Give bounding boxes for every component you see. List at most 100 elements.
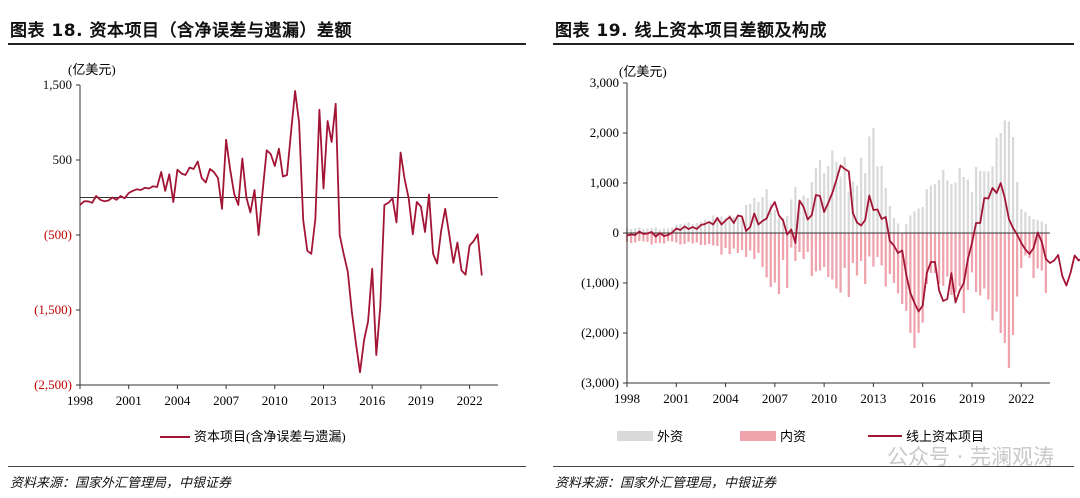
domestic-capital-bar	[909, 233, 912, 333]
y-tick-label: (1,500)	[34, 302, 72, 317]
foreign-capital-bar	[868, 136, 871, 233]
foreign-capital-bar	[716, 216, 719, 233]
watermark-text: 公众号 · 芫澜观涛	[886, 445, 1054, 469]
x-tick-label: 2019	[408, 393, 434, 408]
domestic-capital-bar	[716, 233, 719, 246]
source-note: 资料来源：国家外汇管理局，中银证券	[10, 476, 232, 491]
domestic-capital-bar	[629, 233, 633, 243]
domestic-capital-bar	[654, 233, 657, 243]
foreign-capital-bar	[937, 180, 941, 233]
domestic-capital-bar	[695, 233, 698, 243]
domestic-capital-bar	[777, 233, 781, 294]
foreign-capital-bar	[662, 228, 666, 233]
foreign-capital-bar	[658, 229, 661, 233]
foreign-capital-bar	[687, 222, 690, 233]
y-tick-label: (2,500)	[34, 377, 72, 392]
foreign-capital-bar	[634, 228, 637, 233]
x-tick-label: 2013	[860, 391, 886, 406]
foreign-capital-bar	[1020, 209, 1023, 233]
foreign-capital-bar	[769, 204, 772, 233]
domestic-capital-bar	[765, 233, 768, 278]
domestic-capital-bar	[999, 233, 1002, 333]
domestic-capital-bar	[946, 233, 949, 277]
domestic-capital-bar	[896, 233, 900, 294]
y-tick-label: 2,000	[590, 125, 619, 140]
domestic-capital-bar	[662, 233, 666, 244]
foreign-capital-bar	[781, 218, 785, 233]
domestic-capital-bar	[712, 233, 715, 246]
domestic-capital-bar	[970, 233, 974, 273]
domestic-capital-bar	[855, 233, 859, 276]
domestic-capital-bar	[1036, 233, 1039, 269]
domestic-capital-bar	[937, 233, 941, 284]
foreign-capital-bar	[703, 219, 707, 233]
chart-title: 图表 19. 线上资本项目差额及构成	[555, 21, 827, 41]
domestic-capital-bar	[979, 233, 982, 296]
foreign-capital-bar	[646, 228, 649, 233]
foreign-capital-bar	[699, 221, 703, 233]
domestic-capital-bar	[744, 233, 748, 257]
domestic-capital-bar	[876, 233, 879, 257]
foreign-capital-bar	[666, 228, 670, 233]
foreign-capital-bar	[872, 128, 875, 233]
foreign-capital-bar	[913, 211, 916, 233]
foreign-capital-bar	[732, 217, 735, 233]
foreign-capital-bar	[724, 218, 727, 233]
foreign-capital-bar	[970, 192, 974, 233]
domestic-capital-bar	[831, 233, 834, 280]
domestic-capital-bar	[794, 233, 797, 261]
domestic-capital-bar	[917, 233, 920, 333]
domestic-capital-bar	[740, 233, 744, 250]
foreign-capital-bar	[921, 207, 924, 233]
legend-label-foreign: 外资	[657, 429, 683, 444]
domestic-capital-bar	[1020, 233, 1023, 268]
foreign-capital-bar	[654, 227, 657, 233]
domestic-capital-bar	[835, 233, 838, 289]
domestic-capital-bar	[724, 233, 727, 248]
domestic-capital-bar	[995, 233, 998, 312]
foreign-capital-bar	[1024, 212, 1027, 233]
x-tick-label: 2022	[457, 393, 483, 408]
domestic-capital-bar	[868, 233, 871, 257]
capital-account-series-line	[79, 90, 483, 374]
foreign-capital-bar	[1044, 224, 1048, 233]
domestic-capital-bar	[823, 233, 826, 267]
domestic-capital-bar	[679, 233, 682, 245]
domestic-capital-bar	[790, 233, 793, 248]
foreign-capital-bar	[946, 180, 949, 233]
x-tick-label: 1998	[614, 391, 640, 406]
x-tick-label: 2016	[359, 393, 386, 408]
domestic-capital-bar	[814, 233, 818, 272]
foreign-capital-bar	[1003, 120, 1006, 233]
foreign-capital-bar	[859, 158, 863, 233]
domestic-capital-bar	[1007, 233, 1011, 368]
foreign-capital-bar	[925, 189, 928, 233]
domestic-capital-bar	[983, 233, 986, 289]
y-tick-label: 500	[53, 152, 73, 167]
foreign-capital-bar	[855, 185, 859, 233]
foreign-capital-bar	[1028, 216, 1031, 233]
y-tick-label: (3,000)	[581, 375, 619, 390]
foreign-capital-bar	[905, 224, 908, 233]
domestic-capital-bar	[1003, 233, 1006, 343]
foreign-capital-bar	[736, 215, 740, 233]
foreign-capital-bar	[810, 182, 813, 233]
x-tick-label: 2013	[310, 393, 336, 408]
x-tick-label: 2004	[164, 393, 191, 408]
domestic-capital-bar	[781, 233, 785, 260]
legend-swatch-domestic	[740, 431, 776, 441]
domestic-capital-bar	[687, 233, 690, 242]
foreign-capital-bar	[671, 227, 674, 233]
domestic-capital-bar	[810, 233, 813, 276]
domestic-capital-bar	[642, 233, 645, 242]
foreign-capital-bar	[1036, 220, 1039, 233]
domestic-capital-bar	[658, 233, 661, 243]
foreign-capital-bar	[642, 229, 645, 233]
foreign-capital-bar	[827, 166, 830, 233]
x-tick-label: 2007	[762, 391, 789, 406]
domestic-capital-bar	[950, 233, 953, 295]
domestic-capital-bar	[703, 233, 707, 245]
y-tick-label: (500)	[44, 227, 72, 242]
domestic-capital-bar	[708, 233, 711, 244]
y-tick-label: 1,000	[590, 175, 619, 190]
